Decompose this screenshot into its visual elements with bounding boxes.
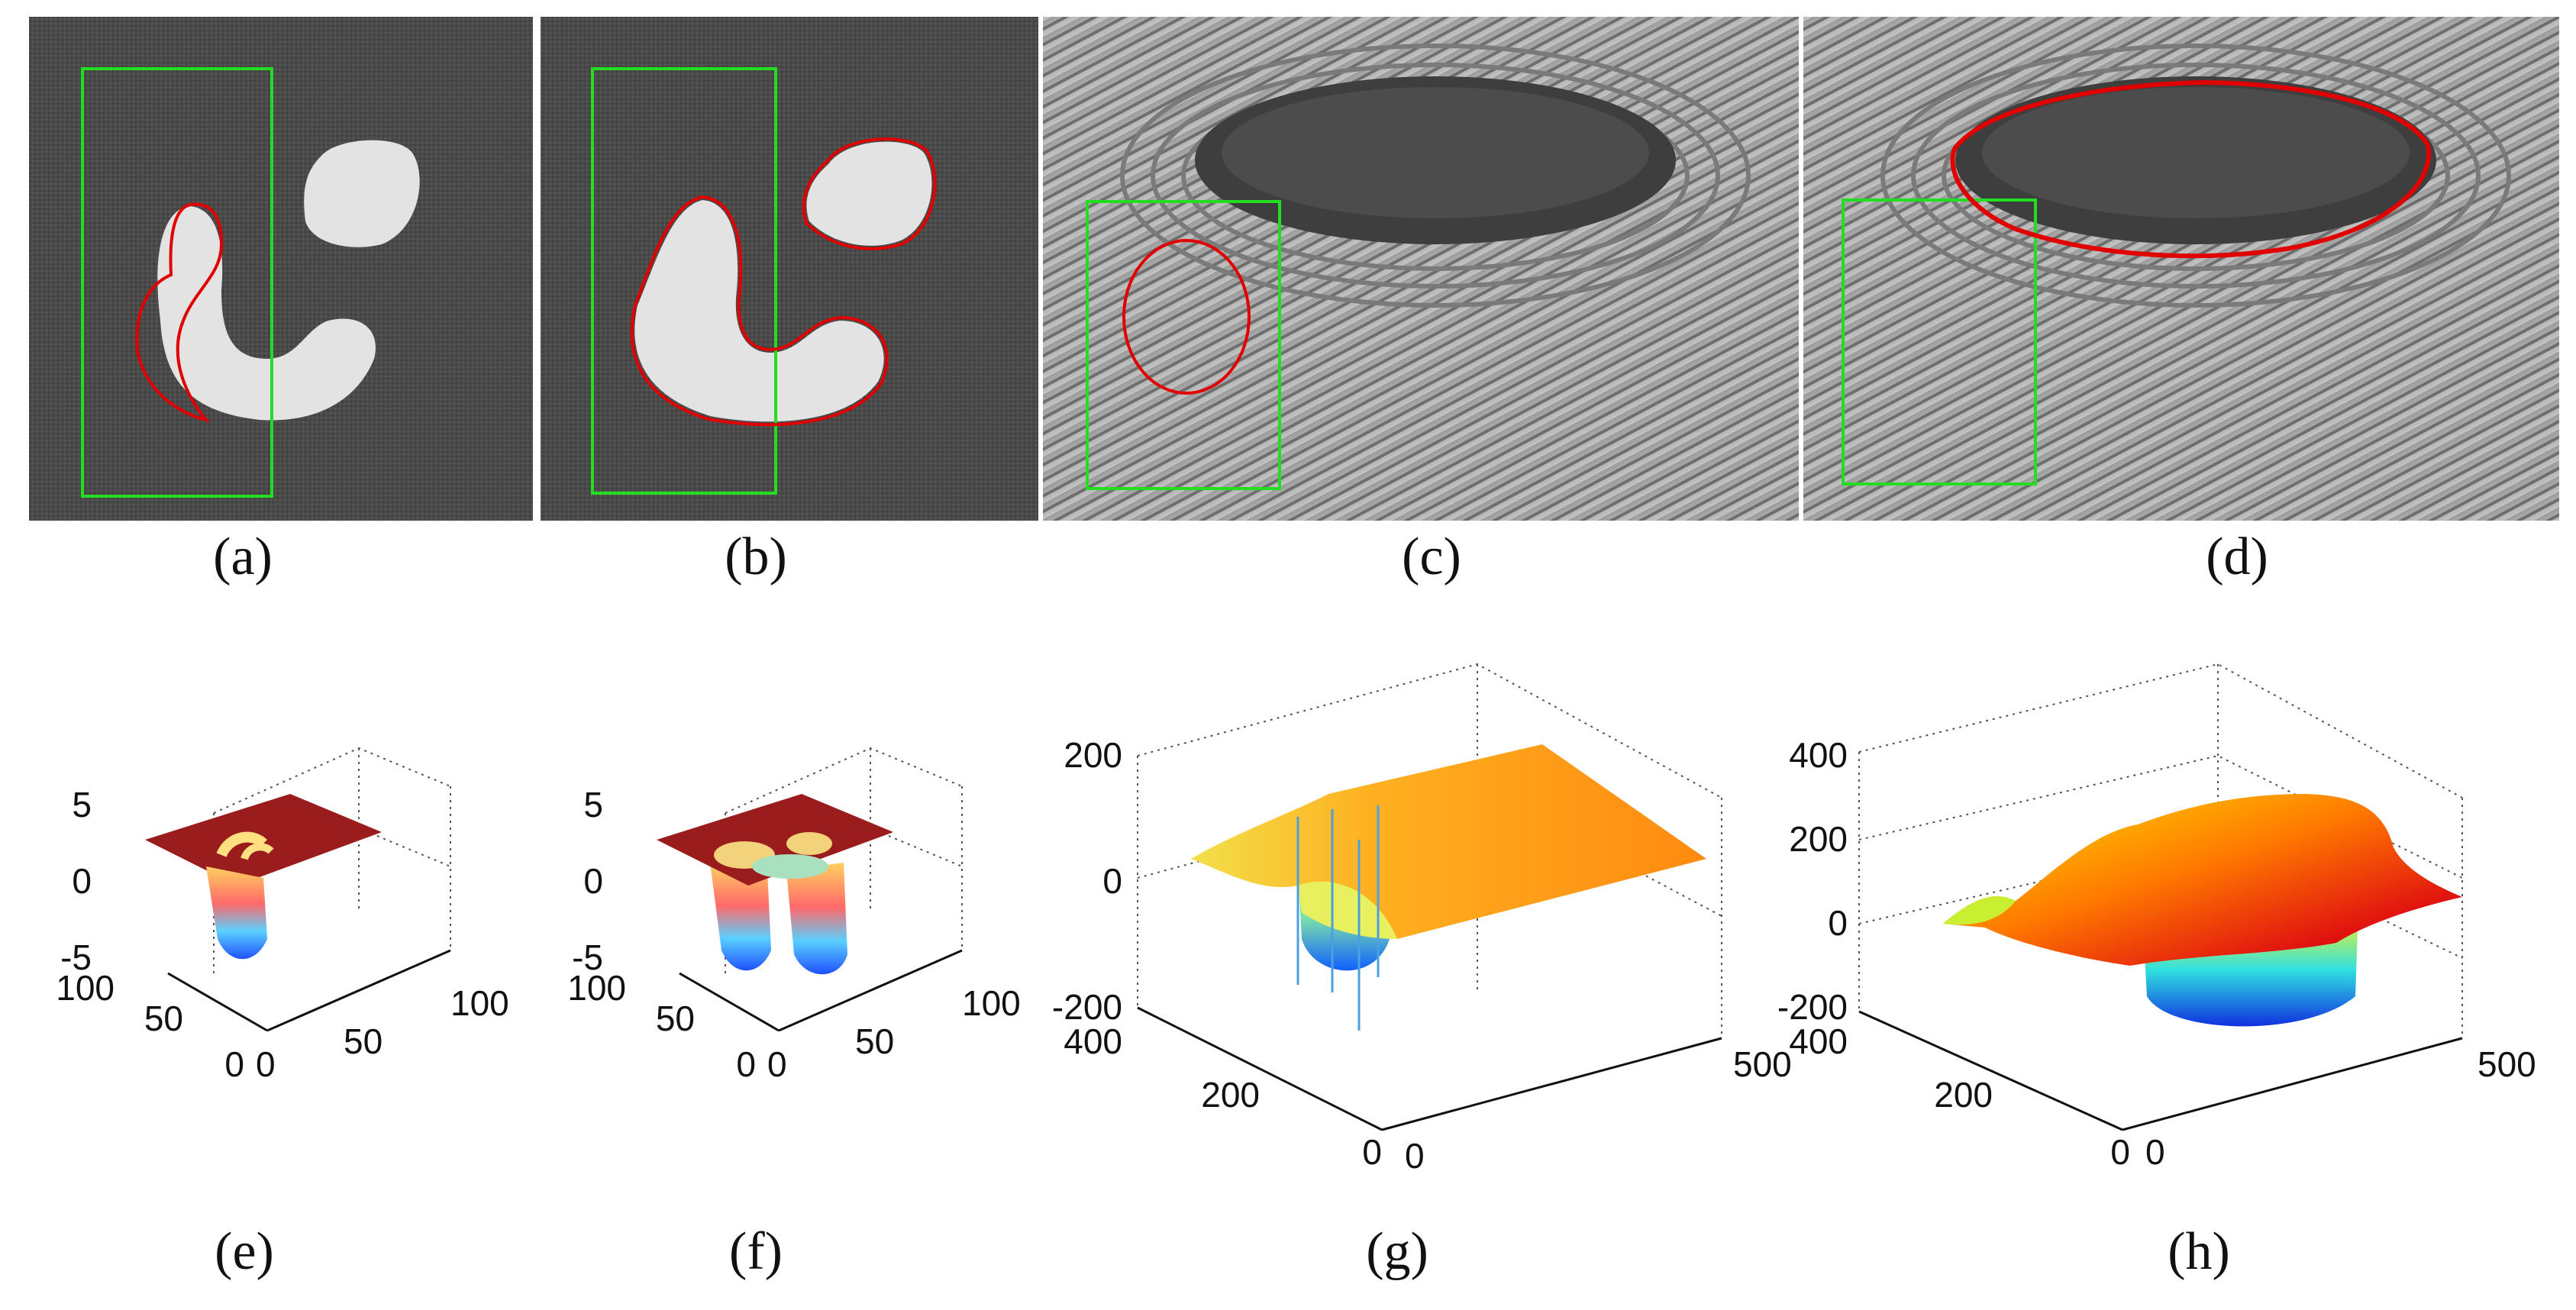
panel-f-ytick-2: 0 bbox=[736, 1044, 756, 1084]
panel-h-ztick-3: -200 bbox=[1777, 987, 1848, 1027]
panel-f-xtick-2: 100 bbox=[962, 983, 1021, 1023]
panel-f-ytick-1: 50 bbox=[656, 999, 695, 1038]
panel-h-ztick-2: 0 bbox=[1828, 903, 1848, 943]
panel-h-plot: 400 200 0 -200 400 200 0 0 500 bbox=[1777, 663, 2536, 1172]
panel-b-image bbox=[541, 17, 1038, 521]
panel-c-bounding-box bbox=[1086, 200, 1281, 490]
panel-g-ytick-0: 400 bbox=[1064, 1021, 1122, 1061]
panel-e-ztick-1: 0 bbox=[72, 861, 92, 901]
panel-d-ring-2 bbox=[1911, 63, 2481, 289]
panel-b-bounding-box bbox=[591, 67, 777, 495]
panel-a-c-shape bbox=[157, 206, 376, 421]
panel-f-well-2 bbox=[786, 863, 847, 975]
panel-g-surface bbox=[1191, 744, 1706, 939]
panel-f-surface bbox=[657, 794, 893, 886]
panel-h-ytick-2: 0 bbox=[2110, 1132, 2130, 1172]
panel-e-xtick-1: 50 bbox=[344, 1021, 383, 1061]
panel-c-ring-2 bbox=[1151, 63, 1720, 289]
panel-d-ring-1 bbox=[1880, 44, 2511, 308]
panel-c-ring-1 bbox=[1120, 44, 1751, 308]
panel-e-ytick-1: 50 bbox=[144, 999, 183, 1038]
panel-g-plot: 200 0 -200 400 200 0 0 500 bbox=[1052, 663, 1792, 1176]
panel-h-ytick-0: 400 bbox=[1789, 1021, 1848, 1061]
panel-e-well bbox=[206, 866, 267, 960]
panel-h-ztick-0: 400 bbox=[1789, 735, 1848, 775]
panel-c-contour bbox=[1122, 239, 1251, 395]
panel-a-blob bbox=[304, 140, 420, 247]
panel-e-ytick-2: 0 bbox=[224, 1044, 244, 1084]
panel-a-image bbox=[29, 17, 533, 521]
panel-b-contour-1 bbox=[630, 195, 889, 427]
panel-f-ztick-1: 0 bbox=[583, 861, 603, 901]
panel-f-ytick-0: 100 bbox=[567, 968, 626, 1008]
panel-a-contour bbox=[135, 202, 224, 423]
panel-e-ztick-2: -5 bbox=[60, 937, 92, 977]
panel-f-xtick-1: 50 bbox=[855, 1021, 894, 1061]
panel-h-xtick-1: 500 bbox=[2478, 1044, 2536, 1084]
caption-h: (h) bbox=[2168, 1222, 2230, 1281]
panel-f-plot: 5 0 -5 100 50 0 0 50 100 bbox=[567, 747, 1021, 1084]
panel-e-ztick-0: 5 bbox=[72, 785, 92, 824]
panel-f-ztick-0: 5 bbox=[583, 785, 603, 824]
panel-f-ztick-2: -5 bbox=[572, 937, 603, 977]
panel-g-ytick-2: 0 bbox=[1362, 1132, 1382, 1172]
panel-a-bounding-box bbox=[81, 67, 273, 498]
panel-d-image bbox=[1803, 17, 2559, 521]
caption-c: (c) bbox=[1402, 528, 1461, 586]
panel-g-ztick-1: 0 bbox=[1102, 861, 1122, 901]
caption-g: (g) bbox=[1366, 1222, 1428, 1281]
panel-c-image bbox=[1043, 17, 1799, 521]
panel-e-ytick-0: 100 bbox=[56, 968, 115, 1008]
caption-b: (b) bbox=[725, 528, 787, 586]
panel-h-ztick-1: 200 bbox=[1789, 819, 1848, 859]
panel-b-contour-2 bbox=[802, 137, 937, 250]
panel-f-xtick-0: 0 bbox=[767, 1044, 787, 1084]
panel-h-surface bbox=[1943, 794, 2462, 966]
panel-d-bounding-box bbox=[1842, 198, 2037, 486]
panel-f-well-1 bbox=[710, 863, 771, 971]
panel-g-ytick-1: 200 bbox=[1201, 1075, 1260, 1115]
panel-h-ytick-1: 200 bbox=[1934, 1075, 1993, 1115]
panel-b-blob bbox=[806, 141, 932, 246]
panel-b-c-shape bbox=[634, 200, 884, 422]
caption-d: (d) bbox=[2206, 528, 2268, 586]
caption-f: (f) bbox=[729, 1222, 783, 1281]
panel-d-contour bbox=[1950, 79, 2432, 259]
caption-a: (a) bbox=[213, 528, 273, 586]
panel-e-xtick-0: 0 bbox=[256, 1044, 276, 1084]
panel-e-plot: 5 0 -5 100 50 0 0 50 100 bbox=[56, 747, 509, 1084]
panel-g-ztick-2: -200 bbox=[1052, 987, 1122, 1027]
panel-g-xtick-0: 0 bbox=[1405, 1136, 1425, 1176]
panel-h-xtick-0: 0 bbox=[2145, 1132, 2165, 1172]
panel-g-xtick-1: 500 bbox=[1733, 1044, 1792, 1084]
caption-e: (e) bbox=[215, 1222, 274, 1281]
panel-e-xtick-2: 100 bbox=[450, 983, 509, 1023]
panel-g-ztick-0: 200 bbox=[1064, 735, 1122, 775]
